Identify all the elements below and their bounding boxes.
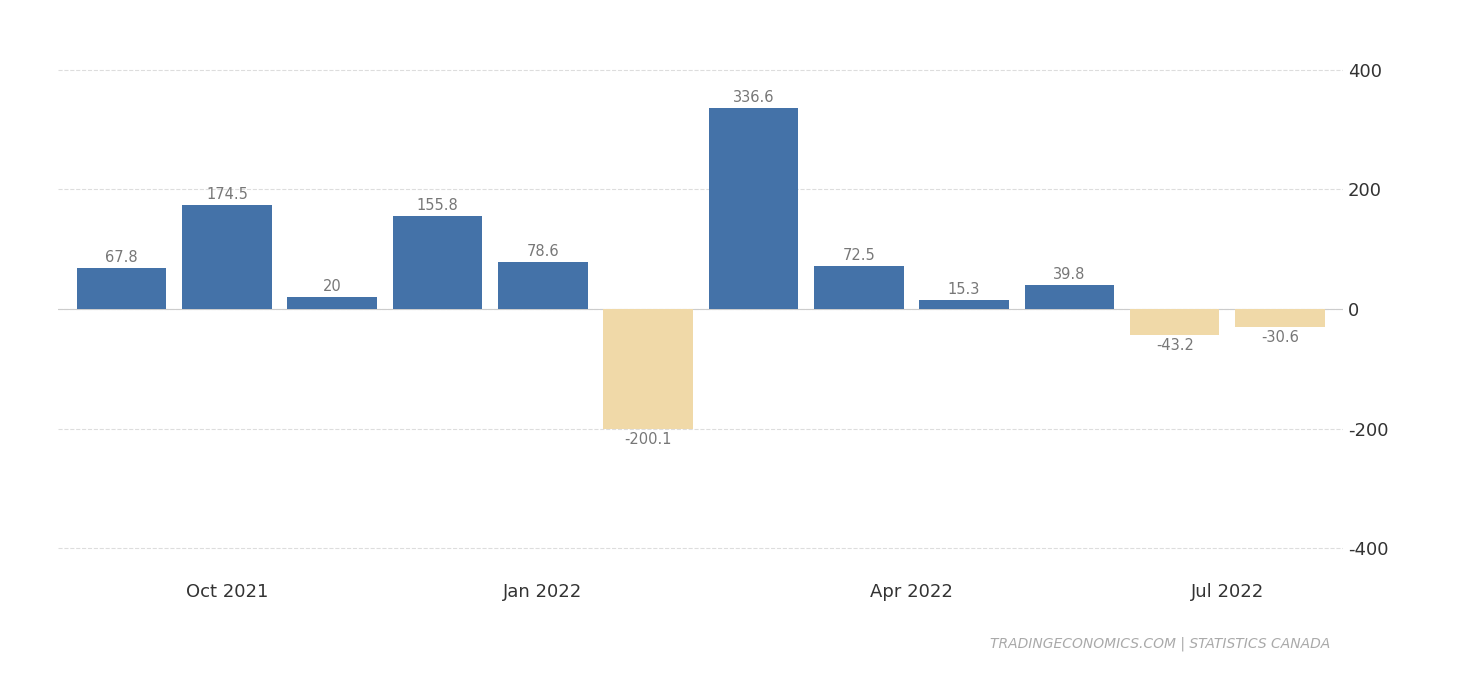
Bar: [182, 205, 272, 309]
Text: -200.1: -200.1: [625, 432, 672, 447]
Text: -43.2: -43.2: [1156, 338, 1194, 353]
Bar: [815, 266, 904, 309]
Bar: [1235, 309, 1324, 327]
Text: 67.8: 67.8: [105, 250, 137, 265]
Bar: [288, 297, 377, 309]
Bar: [1025, 285, 1114, 309]
Text: -30.6: -30.6: [1261, 330, 1299, 345]
Text: TRADINGECONOMICS.COM | STATISTICS CANADA: TRADINGECONOMICS.COM | STATISTICS CANADA: [990, 636, 1330, 651]
Bar: [708, 107, 799, 309]
Text: 15.3: 15.3: [948, 282, 980, 297]
Bar: [920, 300, 1009, 309]
Bar: [393, 216, 482, 309]
Bar: [498, 262, 587, 309]
Bar: [603, 309, 694, 428]
Text: 72.5: 72.5: [842, 248, 875, 262]
Text: 336.6: 336.6: [733, 90, 774, 105]
Text: 155.8: 155.8: [416, 198, 458, 213]
Text: 39.8: 39.8: [1053, 267, 1086, 282]
Text: 78.6: 78.6: [527, 244, 559, 259]
Text: 174.5: 174.5: [206, 187, 248, 202]
Bar: [1130, 309, 1219, 335]
Text: 20: 20: [323, 279, 342, 294]
Bar: [77, 269, 166, 309]
